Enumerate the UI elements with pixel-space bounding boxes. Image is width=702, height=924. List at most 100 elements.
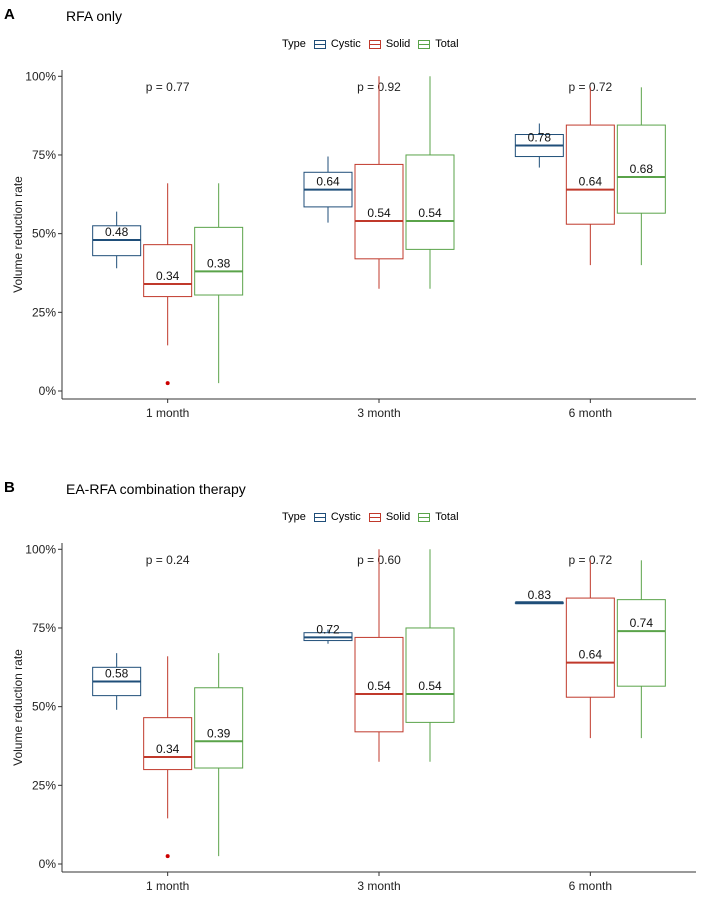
median-label: 0.54	[418, 206, 442, 220]
panel-letter: B	[4, 479, 15, 496]
x-tick-label: 1 month	[146, 879, 189, 893]
panel-b: B EA-RFA combination therapy Type Cystic…	[0, 473, 702, 924]
box-cystic: 0.64	[303, 156, 353, 223]
median-label: 0.34	[156, 742, 180, 756]
p-value-label: p = 0.72	[568, 80, 612, 94]
median-label: 0.83	[528, 588, 552, 602]
box-iqr	[405, 154, 455, 250]
legend: Type Cystic Solid Total	[282, 511, 467, 523]
boxplot-chart-b: 0% 25% 50% 75% 100% Volume reduction rate 1 mo…	[11, 542, 696, 893]
legend-key-cystic	[313, 512, 326, 522]
median-label: 0.58	[105, 666, 129, 680]
box-cystic: 0.83	[514, 588, 564, 605]
x-tick-label: 6 month	[569, 879, 612, 893]
box-solid: 0.64	[565, 87, 615, 266]
legend-key-cystic	[313, 39, 326, 49]
median-label: 0.54	[367, 206, 391, 220]
y-tick-label: 50%	[32, 227, 56, 241]
box-total: 0.54	[405, 549, 455, 762]
legend-label-solid: Solid	[385, 511, 411, 523]
boxplot-chart-a: 0% 25% 50% 75% 100% Volume reduction rate 1 mo…	[11, 69, 696, 420]
legend-item-solid: Solid	[368, 38, 411, 50]
box-iqr	[616, 124, 666, 214]
median-label: 0.48	[105, 225, 129, 239]
y-tick-label: 50%	[32, 700, 56, 714]
box-iqr	[194, 687, 244, 769]
legend-label-total: Total	[435, 511, 459, 523]
box-iqr	[405, 627, 455, 723]
median-label: 0.64	[316, 175, 340, 189]
box-iqr	[143, 717, 193, 771]
box-cystic: 0.58	[92, 653, 142, 710]
legend-item-solid: Solid	[368, 511, 411, 523]
legend-key-total	[418, 39, 431, 49]
legend: Type Cystic Solid Total	[282, 38, 467, 50]
box-iqr	[565, 597, 615, 698]
x-tick-label: 6 month	[569, 406, 612, 420]
median-label: 0.54	[367, 679, 391, 693]
box-iqr	[354, 636, 404, 733]
box-solid: 0.54	[354, 76, 404, 289]
x-tick-label: 3 month	[357, 879, 400, 893]
median-label: 0.64	[579, 175, 603, 189]
y-tick-label: 75%	[32, 621, 56, 635]
median-label: 0.34	[156, 269, 180, 283]
legend-label-cystic: Cystic	[330, 511, 361, 523]
legend-label-cystic: Cystic	[330, 38, 361, 50]
box-solid: 0.34	[143, 656, 193, 859]
p-value-label: p = 0.77	[146, 80, 190, 94]
legend-item-total: Total	[418, 511, 459, 523]
box-solid: 0.54	[354, 549, 404, 762]
box-solid: 0.34	[143, 183, 193, 386]
y-tick-label: 25%	[32, 305, 56, 319]
box-total: 0.68	[616, 87, 666, 266]
legend-title: Type	[282, 511, 306, 523]
box-cystic: 0.48	[92, 211, 142, 269]
box-cystic: 0.78	[514, 123, 564, 168]
x-tick-label: 1 month	[146, 406, 189, 420]
y-axis-title: Volume reduction rate	[11, 176, 25, 293]
legend-key-total	[418, 512, 431, 522]
box-iqr	[565, 124, 615, 225]
median-label: 0.54	[418, 679, 442, 693]
panel-a: A RFA only Type Cystic Solid Total 0% 25%…	[0, 0, 702, 451]
y-tick-label: 100%	[25, 542, 56, 556]
legend-key-solid	[368, 39, 381, 49]
outlier-point	[165, 854, 170, 859]
legend-item-cystic: Cystic	[313, 511, 361, 523]
legend-label-total: Total	[435, 38, 459, 50]
y-tick-label: 75%	[32, 148, 56, 162]
box-iqr	[194, 226, 244, 296]
legend-label-solid: Solid	[385, 38, 411, 50]
box-total: 0.39	[194, 653, 244, 857]
median-label: 0.39	[207, 726, 231, 740]
median-label: 0.72	[316, 622, 340, 636]
box-iqr	[143, 244, 193, 298]
legend-item-total: Total	[418, 38, 459, 50]
y-axis-title: Volume reduction rate	[11, 649, 25, 766]
median-label: 0.64	[579, 648, 603, 662]
y-tick-label: 0%	[39, 857, 57, 871]
p-value-label: p = 0.72	[568, 553, 612, 567]
x-tick-label: 3 month	[357, 406, 400, 420]
y-tick-label: 25%	[32, 778, 56, 792]
legend-key-solid	[368, 512, 381, 522]
outlier-point	[165, 381, 170, 386]
legend-item-cystic: Cystic	[313, 38, 361, 50]
panel-title: EA-RFA combination therapy	[66, 481, 246, 497]
box-iqr	[616, 599, 666, 687]
median-label: 0.68	[630, 162, 654, 176]
median-label: 0.74	[630, 616, 654, 630]
median-label: 0.38	[207, 256, 231, 270]
legend-title: Type	[282, 38, 306, 50]
box-total: 0.74	[616, 560, 666, 739]
box-total: 0.38	[194, 183, 244, 384]
box-iqr	[354, 163, 404, 260]
p-value-label: p = 0.24	[146, 553, 190, 567]
box-total: 0.54	[405, 76, 455, 289]
y-tick-label: 0%	[39, 384, 57, 398]
panel-title: RFA only	[66, 8, 123, 24]
panel-letter: A	[4, 6, 15, 23]
y-tick-label: 100%	[25, 69, 56, 83]
box-cystic: 0.72	[303, 622, 353, 644]
